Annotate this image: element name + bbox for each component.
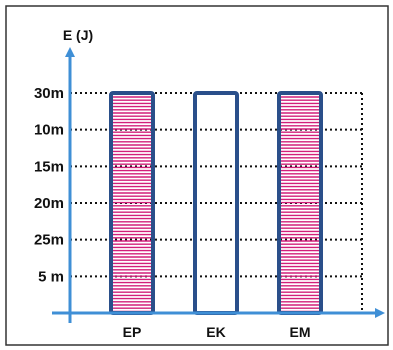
y-tick-label: 25m [34,232,64,249]
axes [52,47,385,323]
y-tick-label: 5 m [38,268,64,285]
x-category-label: EP [123,324,142,340]
labels: 5 m 25m 20m 15m 10m 30m EP EK EM E (J) [34,27,311,340]
y-tick-label: 30m [34,85,64,102]
x-category-label: EK [206,324,225,340]
y-tick-label: 15m [34,158,64,175]
y-axis-label: E (J) [63,27,93,43]
y-tick-label: 20m [34,195,64,212]
bar-hatching [281,96,319,313]
bars [109,91,323,315]
y-tick-label: 10m [34,122,64,139]
x-category-label: EM [290,324,311,340]
